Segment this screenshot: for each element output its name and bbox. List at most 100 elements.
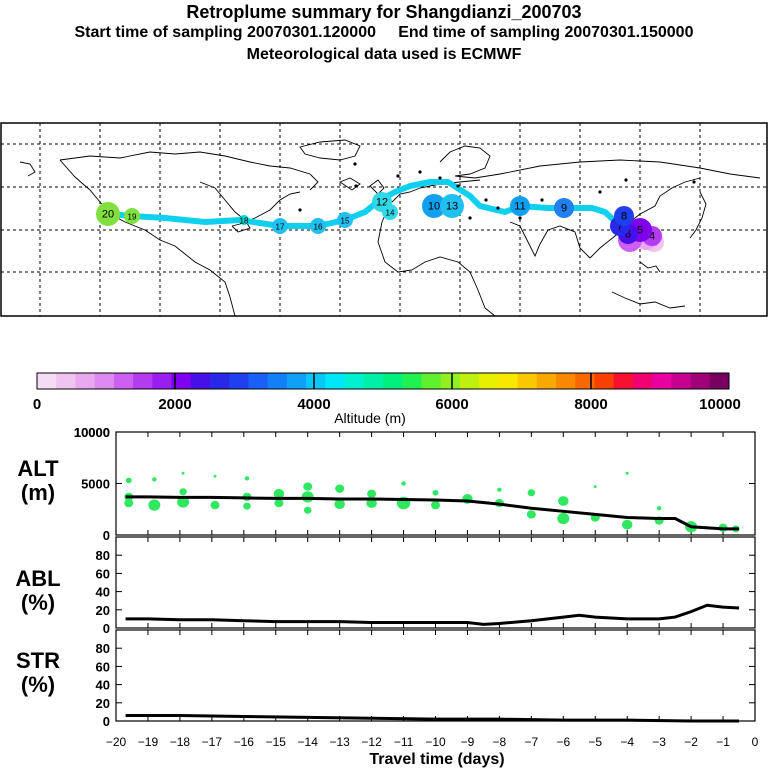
abl-ytick-label: 60 — [96, 566, 110, 581]
alt-data-point — [301, 491, 314, 503]
minor-trajectory-point — [518, 216, 522, 220]
abl-panel-unit: (%) — [21, 590, 55, 615]
colorbar-cell — [421, 373, 442, 389]
x-tick-label: −1 — [716, 735, 730, 749]
svg-text:4: 4 — [649, 231, 655, 243]
svg-text:12: 12 — [376, 197, 388, 209]
colorbar-tick-8000: 8000 — [574, 396, 607, 413]
alt-data-point — [431, 500, 440, 510]
map-marker-day-16: 16 — [310, 218, 326, 234]
alt-data-point — [179, 488, 187, 496]
svg-text:13: 13 — [446, 201, 458, 213]
x-tick-label: −2 — [684, 735, 698, 749]
alt-ytick-label: 10000 — [74, 428, 110, 440]
colorbar-cell — [652, 373, 672, 389]
colorbar-cell — [479, 373, 499, 389]
svg-text:6: 6 — [625, 229, 631, 241]
str-line — [125, 714, 740, 723]
colorbar-cell — [75, 373, 96, 389]
colorbar-cell — [190, 373, 211, 389]
map-marker-day-13: 13 — [440, 194, 464, 218]
x-tick-label: −20 — [106, 735, 127, 749]
minor-trajectory-point — [418, 170, 422, 174]
minor-trajectory-point — [484, 198, 488, 202]
minor-trajectory-point — [692, 180, 696, 184]
x-tick-label: −8 — [493, 735, 507, 749]
alt-data-point — [243, 502, 251, 510]
minor-trajectory-point — [540, 198, 544, 202]
map-marker-day-8: 8 — [614, 206, 634, 226]
alt-data-point — [273, 488, 285, 499]
colorbar-tick-2000: 2000 — [158, 396, 191, 413]
abl-ytick-label: 80 — [96, 548, 110, 563]
minor-trajectory-point — [354, 184, 358, 188]
map-marker-day-20: 20 — [96, 202, 120, 226]
x-tick-label: −11 — [394, 735, 414, 749]
x-tick-label: −7 — [525, 735, 539, 749]
colorbar-cell — [402, 373, 422, 389]
str-ytick-label: 0 — [103, 714, 110, 729]
abl-ytick-label: 20 — [96, 603, 110, 618]
str-panel-frame — [115, 629, 756, 722]
abl-panel-label: ABL — [15, 566, 60, 591]
colorbar-cell — [536, 373, 557, 389]
x-tick-label: −18 — [170, 735, 191, 749]
svg-text:15: 15 — [341, 217, 350, 226]
colorbar-cell — [171, 373, 192, 389]
x-axis-label: Travel time (days) — [369, 751, 504, 768]
colorbar-cell — [286, 373, 307, 389]
x-tick-label: −9 — [461, 735, 475, 749]
map-marker-day-14: 14 — [382, 204, 398, 220]
alt-data-point — [367, 489, 377, 498]
colorbar-cell — [575, 373, 595, 389]
minor-trajectory-point — [456, 184, 460, 188]
abl-ytick-label: 40 — [96, 585, 110, 600]
colorbar-cell — [363, 373, 384, 389]
alt-data-point — [148, 499, 161, 511]
x-tick-label: 0 — [752, 735, 759, 749]
colorbar-cell — [229, 373, 249, 389]
x-tick-label: −4 — [620, 735, 634, 749]
str-ytick-label: 60 — [96, 659, 110, 674]
str-ytick-label: 20 — [96, 696, 110, 711]
colorbar-tick-0: 0 — [33, 396, 41, 413]
alt-data-point — [152, 477, 157, 482]
colorbar-cell — [133, 373, 153, 389]
map-marker-day-15: 15 — [337, 212, 353, 228]
colorbar-cell — [690, 373, 711, 389]
colorbar-cell — [709, 373, 730, 389]
alt-panel-label: ALT — [17, 456, 59, 481]
svg-text:16: 16 — [314, 223, 323, 232]
colorbar-cell — [440, 373, 461, 389]
minor-trajectory-point — [598, 190, 602, 194]
alt-data-point — [558, 496, 569, 506]
svg-text:8: 8 — [621, 211, 627, 223]
colorbar-cell — [113, 373, 134, 389]
colorbar-cell — [498, 373, 519, 389]
map-marker-day-11: 11 — [510, 196, 530, 216]
x-tick-label: −13 — [329, 735, 350, 749]
map-marker-day-17: 17 — [272, 218, 288, 234]
alt-data-point — [303, 482, 313, 491]
map-marker-day-18: 18 — [239, 215, 249, 226]
alt-panel-unit: (m) — [21, 480, 55, 505]
alt-data-point — [656, 506, 662, 511]
alt-ytick-label: 0 — [103, 528, 110, 543]
colorbar-cell — [94, 373, 115, 389]
svg-text:18: 18 — [240, 217, 249, 226]
alt-ytick-label: 5000 — [81, 477, 110, 492]
alt-data-point — [274, 498, 284, 508]
abl-line — [125, 603, 740, 626]
str-panel-unit: (%) — [21, 672, 55, 697]
alt-data-point — [244, 476, 250, 481]
alt-data-point — [527, 489, 536, 497]
svg-text:17: 17 — [276, 223, 285, 232]
minor-trajectory-point — [496, 206, 500, 210]
svg-text:9: 9 — [561, 203, 567, 215]
x-tick-label: −5 — [588, 735, 602, 749]
x-tick-label: −12 — [361, 735, 382, 749]
alt-data-point — [213, 474, 217, 478]
alt-data-point — [593, 485, 597, 488]
x-tick-label: −14 — [298, 735, 319, 749]
colorbar-cell — [671, 373, 692, 389]
